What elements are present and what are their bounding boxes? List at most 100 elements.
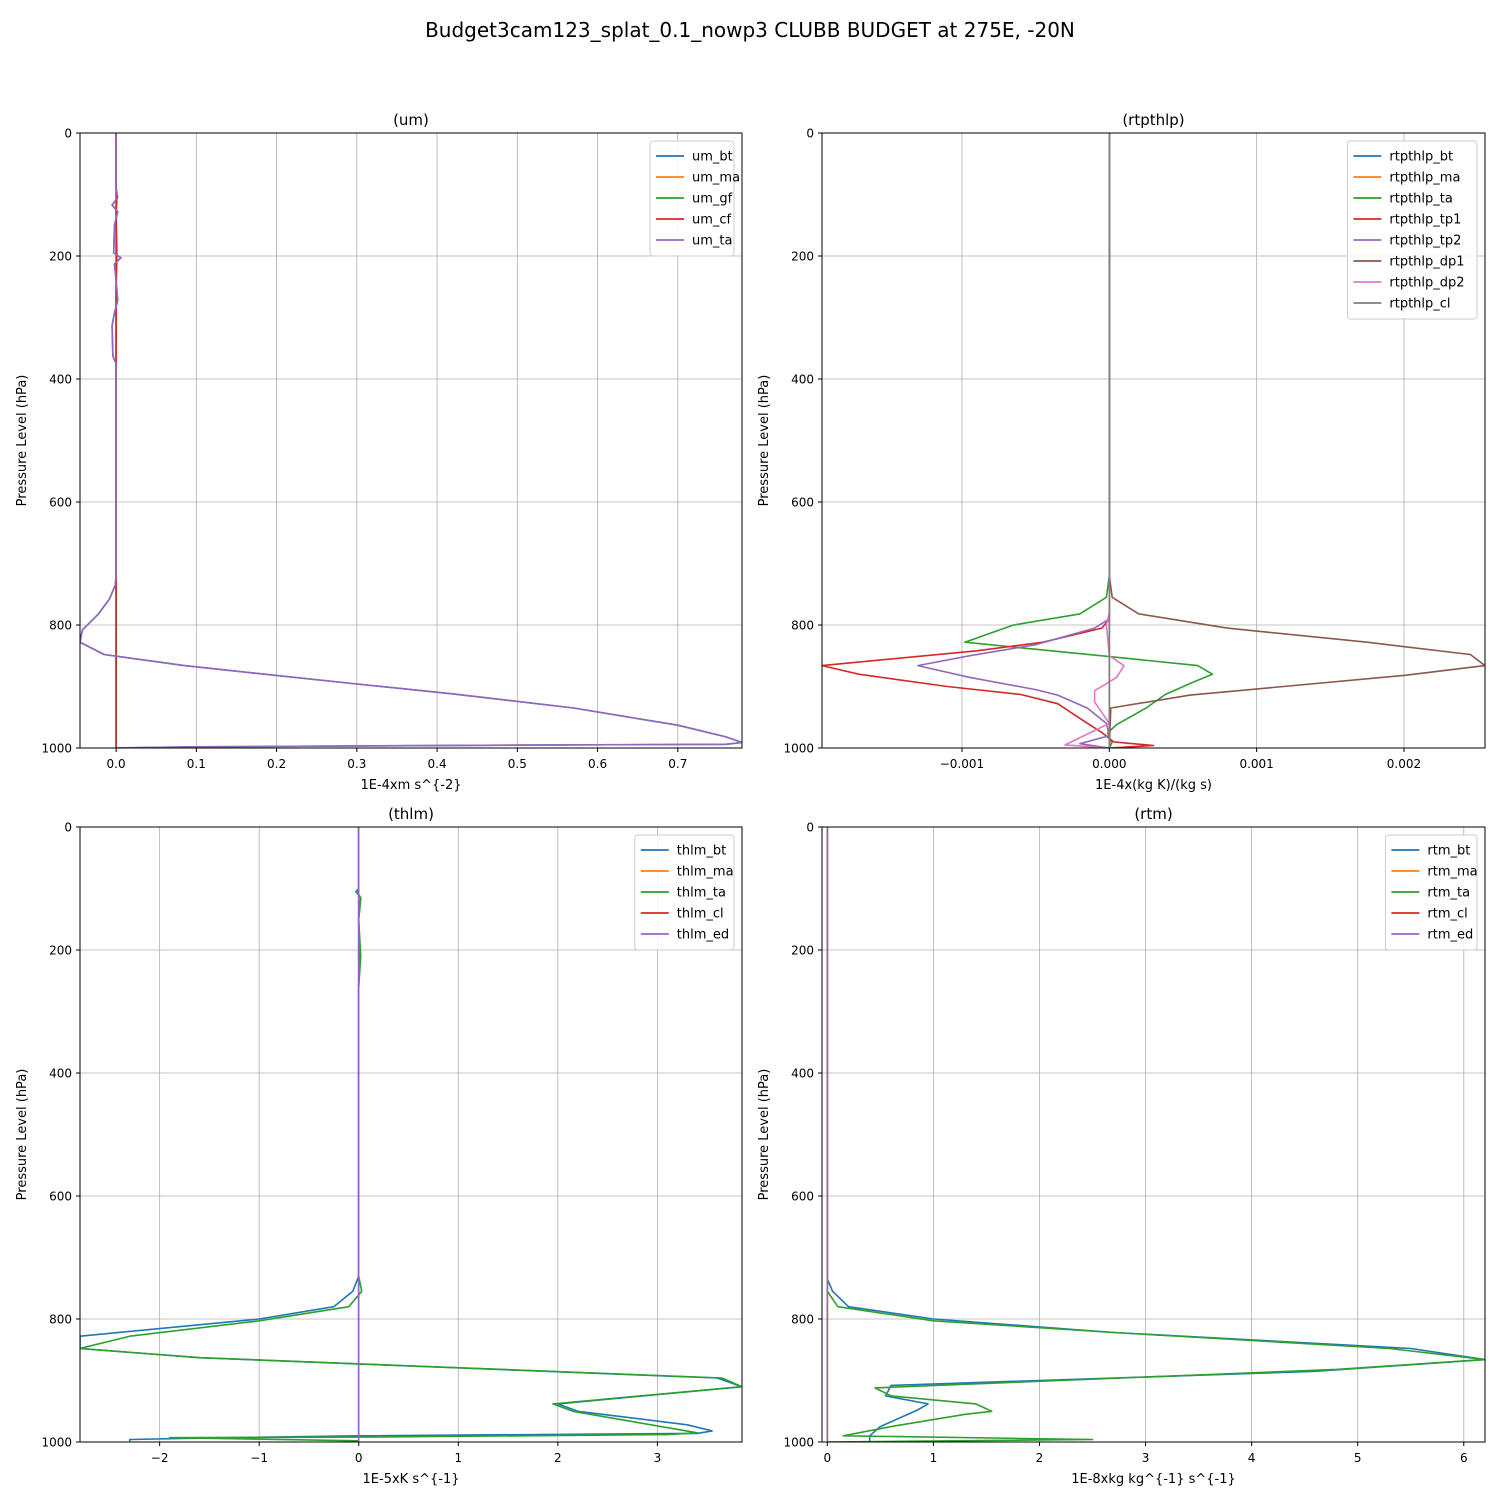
panel-title: (rtm) <box>1134 805 1172 823</box>
legend-frame <box>649 140 735 257</box>
legend-label: rtpthlp_bt <box>1389 150 1453 165</box>
chart-panel-4: 0 1 2 3 4 5 6 0 200 400 600 800 1000 (rtm) 1E-8xkg kg^… <box>757 805 1486 1487</box>
y-tick-label: 400 <box>791 1067 814 1081</box>
y-axis-label: Pressure Level (hPa) <box>757 1069 772 1201</box>
axes-frame <box>821 826 1486 1443</box>
legend-label: rtm_bt <box>1427 844 1470 859</box>
x-tick-label: 5 <box>1354 1451 1362 1465</box>
legend-label: um_gf <box>692 192 733 207</box>
panel-title: (rtpthlp) <box>1122 111 1184 129</box>
legend-label: rtm_ed <box>1427 928 1473 943</box>
y-axis-label: Pressure Level (hPa) <box>15 1069 30 1201</box>
x-tick-label: −0.001 <box>940 757 984 771</box>
x-tick-label: −1 <box>250 1451 268 1465</box>
y-tick-label: 800 <box>49 1313 72 1327</box>
y-tick-label: 1000 <box>783 742 814 756</box>
legend-label: rtpthlp_tp1 <box>1389 213 1461 228</box>
x-tick-label: 0.6 <box>588 757 607 771</box>
x-axis-label: 1E-4xm s^{-2} <box>360 778 461 793</box>
legend-frame <box>1346 140 1478 320</box>
y-tick-label: 1000 <box>783 1436 814 1450</box>
y-tick-label: 800 <box>791 619 814 633</box>
x-tick-label: 1 <box>454 1451 462 1465</box>
y-tick-label: 1000 <box>41 1436 72 1450</box>
y-tick-label: 0 <box>806 821 814 835</box>
legend-label: rtm_ma <box>1427 865 1477 880</box>
y-tick-label: 600 <box>49 496 72 510</box>
y-tick-label: 1000 <box>41 742 72 756</box>
legend-label: rtpthlp_ma <box>1389 171 1460 186</box>
y-tick-label: 800 <box>49 619 72 633</box>
series-line-rtpthlp_dp2 <box>1064 133 1125 748</box>
legend-label: um_cf <box>692 213 732 228</box>
series-line-um_ta <box>80 133 742 748</box>
series-line-rtpthlp_dp1 <box>1108 133 1485 748</box>
chart-panel-3: −2 −1 0 1 2 3 0 200 400 600 800 1000 (thlm) 1E-5xK s^… <box>15 805 743 1487</box>
legend: um_bt um_ma um_gf um_cf um_ta <box>649 140 740 257</box>
y-tick-label: 400 <box>49 373 72 387</box>
x-tick-label: 0.1 <box>187 757 206 771</box>
legend-label: rtpthlp_cl <box>1389 297 1450 312</box>
x-axis-label: 1E-8xkg kg^{-1} s^{-1} <box>1071 1472 1236 1487</box>
y-tick-label: 600 <box>791 496 814 510</box>
x-tick-label: 0 <box>823 1451 831 1465</box>
panel-title: (um) <box>393 111 429 129</box>
x-axis-label: 1E-5xK s^{-1} <box>363 1472 460 1487</box>
legend-label: thlm_ed <box>677 928 729 943</box>
legend-label: thlm_ma <box>677 865 734 880</box>
x-tick-label: 0.2 <box>267 757 286 771</box>
y-tick-label: 0 <box>64 127 72 141</box>
y-tick-label: 200 <box>49 250 72 264</box>
y-tick-label: 0 <box>64 821 72 835</box>
x-tick-label: 0.000 <box>1092 757 1126 771</box>
x-tick-label: −2 <box>151 1451 169 1465</box>
y-tick-label: 0 <box>806 127 814 141</box>
y-tick-label: 400 <box>49 1067 72 1081</box>
y-tick-label: 600 <box>791 1190 814 1204</box>
y-tick-label: 600 <box>49 1190 72 1204</box>
legend-label: um_ma <box>692 171 740 186</box>
x-tick-label: 0.001 <box>1239 757 1273 771</box>
axes-frame <box>821 132 1486 749</box>
legend-label: thlm_cl <box>677 907 724 922</box>
x-tick-label: 3 <box>654 1451 662 1465</box>
chart-panel-1: 0.0 0.1 0.2 0.3 0.4 0.5 0.6 0.7 0 200 400 600 800 100… <box>15 111 743 793</box>
legend-label: um_bt <box>692 150 733 165</box>
x-tick-label: 0.4 <box>428 757 447 771</box>
legend-label: rtpthlp_ta <box>1389 192 1452 207</box>
legend-label: thlm_bt <box>677 844 726 859</box>
series-line-rtm_ta <box>826 827 1485 1442</box>
legend: rtpthlp_bt rtpthlp_ma rtpthlp_ta rtpthlp_tp… <box>1346 140 1478 320</box>
y-axis-label: Pressure Level (hPa) <box>15 375 30 507</box>
x-tick-label: 3 <box>1142 1451 1150 1465</box>
x-tick-label: 4 <box>1248 1451 1256 1465</box>
x-tick-label: 0.002 <box>1387 757 1421 771</box>
x-tick-label: 0.7 <box>668 757 687 771</box>
y-axis-label: Pressure Level (hPa) <box>757 375 772 507</box>
legend-label: thlm_ta <box>677 886 726 901</box>
x-tick-label: 2 <box>1036 1451 1044 1465</box>
legend: thlm_bt thlm_ma thlm_ta thlm_cl thlm_ed <box>634 834 735 951</box>
panel-title: (thlm) <box>388 805 434 823</box>
x-tick-label: 6 <box>1460 1451 1468 1465</box>
legend-label: rtpthlp_dp2 <box>1389 276 1464 291</box>
legend-frame <box>1384 834 1478 951</box>
x-tick-label: 1 <box>930 1451 938 1465</box>
legend-label: rtm_cl <box>1427 907 1467 922</box>
axes-frame <box>79 132 743 749</box>
x-tick-label: 0.3 <box>347 757 366 771</box>
axes-frame <box>79 826 743 1443</box>
legend-label: rtpthlp_tp2 <box>1389 234 1461 249</box>
legend-label: rtpthlp_dp1 <box>1389 255 1464 270</box>
x-tick-label: 0.0 <box>107 757 126 771</box>
y-tick-label: 200 <box>791 250 814 264</box>
legend-label: rtm_ta <box>1427 886 1470 901</box>
x-tick-label: 2 <box>554 1451 562 1465</box>
y-tick-label: 200 <box>791 944 814 958</box>
legend: rtm_bt rtm_ma rtm_ta rtm_cl rtm_ed <box>1384 834 1478 951</box>
y-tick-label: 200 <box>49 944 72 958</box>
y-tick-label: 800 <box>791 1313 814 1327</box>
legend-frame <box>634 834 735 951</box>
x-tick-label: 0 <box>355 1451 363 1465</box>
